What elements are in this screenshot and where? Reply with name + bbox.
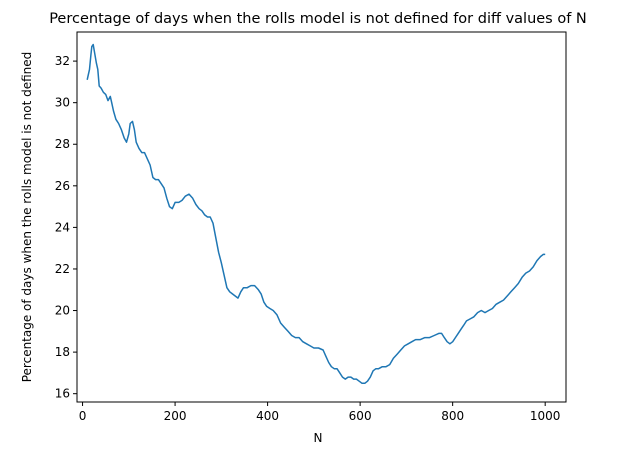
y-tick-label: 32 bbox=[55, 54, 70, 68]
x-tick-label: 1000 bbox=[530, 409, 561, 423]
x-tick-label: 600 bbox=[349, 409, 372, 423]
y-tick-label: 22 bbox=[55, 262, 70, 276]
x-tick-label: 200 bbox=[164, 409, 187, 423]
y-tick-label: 26 bbox=[55, 179, 70, 193]
x-tick-label: 0 bbox=[79, 409, 87, 423]
y-axis: 16 18 20 22 24 26 28 30 32 bbox=[55, 54, 77, 401]
y-axis-label: Percentage of days when the rolls model … bbox=[20, 52, 34, 383]
chart-title: Percentage of days when the rolls model … bbox=[49, 11, 587, 27]
y-tick-label: 30 bbox=[55, 96, 70, 110]
plot-area bbox=[76, 31, 567, 403]
x-tick-label: 400 bbox=[256, 409, 279, 423]
plot-frame bbox=[76, 31, 567, 403]
y-tick-label: 20 bbox=[55, 304, 70, 318]
y-tick-label: 28 bbox=[55, 137, 70, 151]
x-axis: 0 200 400 600 800 1000 bbox=[79, 402, 561, 423]
y-tick-label: 24 bbox=[55, 220, 70, 234]
series-layer bbox=[86, 43, 546, 385]
y-tick-label: 16 bbox=[55, 387, 70, 401]
x-tick-label: 800 bbox=[441, 409, 464, 423]
series-line bbox=[86, 43, 546, 385]
x-axis-label: N bbox=[314, 431, 323, 445]
y-tick-label: 18 bbox=[55, 345, 70, 359]
